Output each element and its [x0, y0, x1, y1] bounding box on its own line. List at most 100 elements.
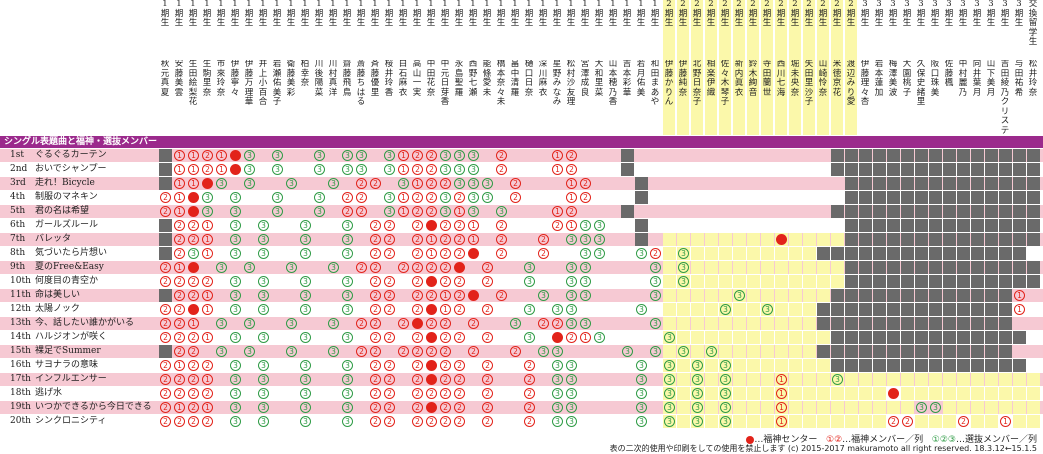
member-cell [327, 401, 340, 414]
member-cell [607, 191, 620, 204]
member-cell [635, 163, 648, 176]
empty-cell [803, 387, 816, 400]
not-member-cell [985, 303, 998, 316]
member-cell [663, 303, 676, 316]
fukujin-mark: 2 [454, 276, 465, 287]
member-cell [313, 345, 326, 358]
fukujin-mark: 2 [454, 248, 465, 259]
fukujin-mark: 2 [412, 192, 423, 203]
not-member-cell [873, 191, 886, 204]
member-cell [621, 289, 634, 302]
not-member-cell [915, 247, 928, 260]
empty-cell [761, 275, 774, 288]
fukujin-mark: 1 [202, 248, 213, 259]
empty-cell [845, 373, 858, 386]
member-cell [215, 247, 228, 260]
senbatsu-mark: 3 [552, 374, 563, 385]
member-cell [761, 149, 774, 162]
not-member-cell [845, 163, 858, 176]
empty-cell [845, 387, 858, 400]
member-cell [677, 401, 690, 414]
member-cell [537, 163, 550, 176]
empty-cell [971, 387, 984, 400]
fukujin-mark: 1 [566, 178, 577, 189]
member-cell [677, 205, 690, 218]
member-cell [551, 247, 564, 260]
not-member-cell [985, 163, 998, 176]
member-cell [313, 331, 326, 344]
not-member-cell [999, 205, 1012, 218]
not-member-cell [929, 163, 942, 176]
empty-cell [775, 317, 788, 330]
member-cell [705, 233, 718, 246]
member-cell [663, 317, 676, 330]
single-row-background [0, 149, 1043, 162]
empty-cell [761, 359, 774, 372]
senbatsu-mark: 3 [566, 360, 577, 371]
fukujin-mark: 2 [370, 220, 381, 231]
not-member-cell [845, 177, 858, 190]
member-cell [341, 261, 354, 274]
not-member-cell [971, 261, 984, 274]
not-member-cell [957, 303, 970, 316]
not-member-cell [859, 261, 872, 274]
center-mark [426, 332, 437, 343]
senbatsu-mark: 3 [342, 304, 353, 315]
empty-cell [817, 275, 830, 288]
member-cell [621, 317, 634, 330]
member-cell [607, 331, 620, 344]
fukujin-mark: 1 [552, 206, 563, 217]
fukujin-mark: 1 [202, 304, 213, 315]
member-name: 中田花奈 [426, 60, 436, 98]
member-cell [355, 387, 368, 400]
not-member-cell [159, 163, 172, 176]
member-cell [705, 289, 718, 302]
empty-cell [747, 303, 760, 316]
senbatsu-mark: 3 [566, 234, 577, 245]
member-name: 渡辺みり愛 [846, 60, 856, 107]
senbatsu-mark: 3 [202, 206, 213, 217]
member-cell [397, 275, 410, 288]
member-cell [747, 205, 760, 218]
fukujin-mark: 2 [412, 262, 423, 273]
member-cell [509, 303, 522, 316]
member-cell [327, 191, 340, 204]
member-name: 若月佑美 [636, 60, 646, 98]
not-member-cell [859, 219, 872, 232]
senbatsu-mark: 3 [230, 360, 241, 371]
single-number: 6th [10, 220, 26, 230]
member-name: 鈴木絢音 [748, 60, 758, 98]
single-label: 13th 今、話したい誰かがいる [4, 317, 158, 329]
senbatsu-mark: 3 [664, 416, 675, 427]
member-cell [467, 415, 480, 428]
member-cell [607, 415, 620, 428]
fukujin-mark: 2 [174, 388, 185, 399]
fukujin-mark: 2 [356, 346, 367, 357]
member-cell [537, 373, 550, 386]
fukujin-mark-1: ① [825, 435, 835, 445]
not-member-cell [999, 289, 1012, 302]
empty-cell [747, 331, 760, 344]
member-cell [691, 331, 704, 344]
member-cell [607, 303, 620, 316]
empty-cell [733, 359, 746, 372]
fukujin-mark: 1 [174, 262, 185, 273]
not-member-cell [999, 331, 1012, 344]
senbatsu-mark: 3 [594, 234, 605, 245]
senbatsu-mark: 3 [300, 374, 311, 385]
center-mark [426, 360, 437, 371]
senbatsu-mark: 3 [342, 164, 353, 175]
single-label: 10th 何度目の青空か [4, 275, 158, 287]
not-member-cell [831, 331, 844, 344]
fukujin-mark: 2 [384, 290, 395, 301]
not-member-cell [1013, 149, 1026, 162]
not-member-cell [915, 331, 928, 344]
empty-cell [1027, 387, 1040, 400]
member-cell [285, 205, 298, 218]
member-cell [691, 233, 704, 246]
fukujin-mark: 2 [482, 374, 493, 385]
